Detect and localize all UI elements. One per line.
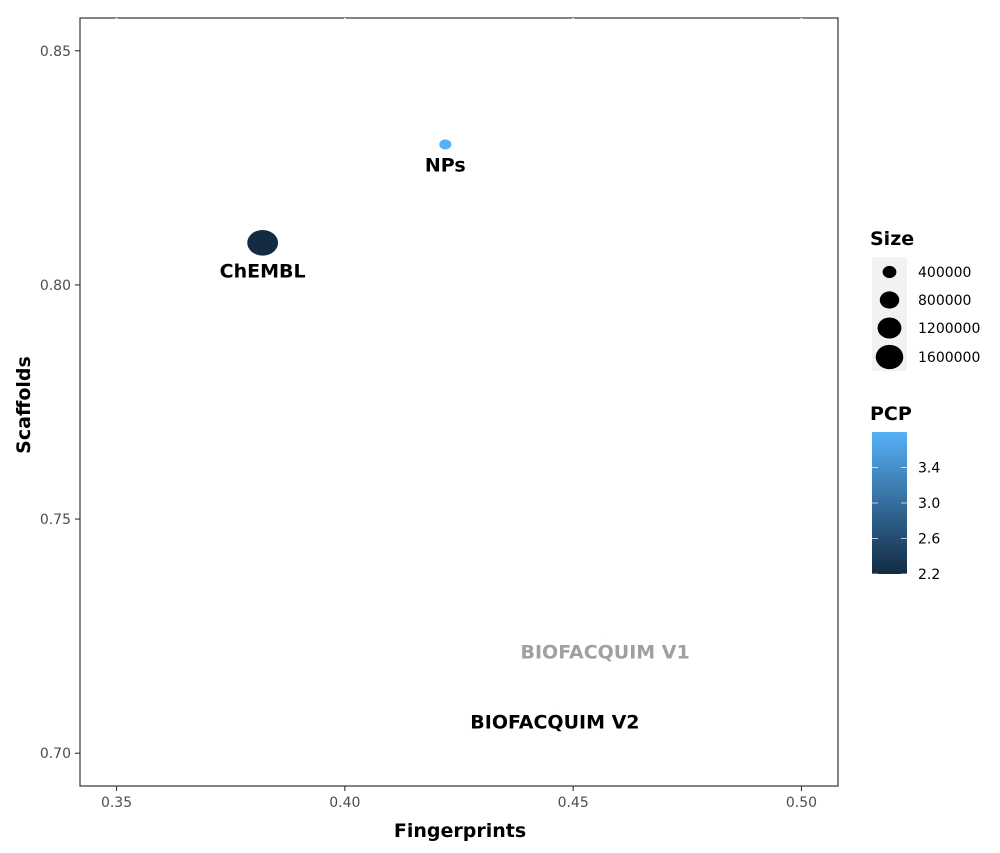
- size-legend-key: [879, 291, 900, 309]
- data-label: ChEMBL: [220, 261, 306, 283]
- color-legend-label: 2.2: [918, 567, 940, 583]
- y-tick-label: 0.80: [40, 278, 71, 294]
- size-legend-title: Size: [870, 228, 914, 250]
- size-legend-label: 400000: [918, 265, 971, 281]
- x-tick-label: 0.45: [558, 795, 589, 811]
- data-point-nps: [439, 139, 452, 150]
- size-legend-label: 1600000: [918, 350, 980, 366]
- size-legend-key: [875, 344, 904, 370]
- data-points: [247, 139, 606, 707]
- y-tick-label: 0.70: [40, 746, 71, 762]
- size-legend: Size 400000 800000 1200000 1600000: [870, 228, 980, 371]
- y-tick-label: 0.85: [40, 44, 71, 60]
- color-legend-label: 3.4: [918, 461, 940, 477]
- y-tick-label: 0.75: [40, 512, 71, 528]
- color-legend-label: 3.0: [918, 496, 940, 512]
- size-legend-key: [882, 265, 897, 279]
- y-axis-title: Scaffolds: [13, 356, 35, 454]
- color-legend-title: PCP: [870, 403, 912, 425]
- x-axis: 0.35 0.40 0.45 0.50: [101, 18, 817, 811]
- x-tick-label: 0.40: [329, 795, 360, 811]
- color-legend: PCP 3.4 3.0 2.6 2.2: [870, 403, 940, 583]
- color-legend-label: 2.6: [918, 532, 940, 548]
- data-label: BIOFACQUIM V2: [470, 712, 639, 734]
- x-tick-label: 0.35: [101, 795, 132, 811]
- size-legend-label: 800000: [918, 293, 971, 309]
- data-label: NPs: [425, 154, 466, 176]
- data-point-chembl: [247, 229, 279, 256]
- data-label: BIOFACQUIM V1: [520, 641, 689, 663]
- y-axis: 0.70 0.75 0.80 0.85: [40, 44, 80, 762]
- x-tick-label: 0.50: [786, 795, 817, 811]
- plot-panel: [79, 17, 839, 787]
- size-legend-key: [877, 317, 902, 339]
- size-legend-label: 1200000: [918, 321, 980, 337]
- data-point-labels: NPs ChEMBL BIOFACQUIM V1 BIOFACQUIM V2: [220, 154, 690, 733]
- x-axis-title: Fingerprints: [394, 820, 526, 842]
